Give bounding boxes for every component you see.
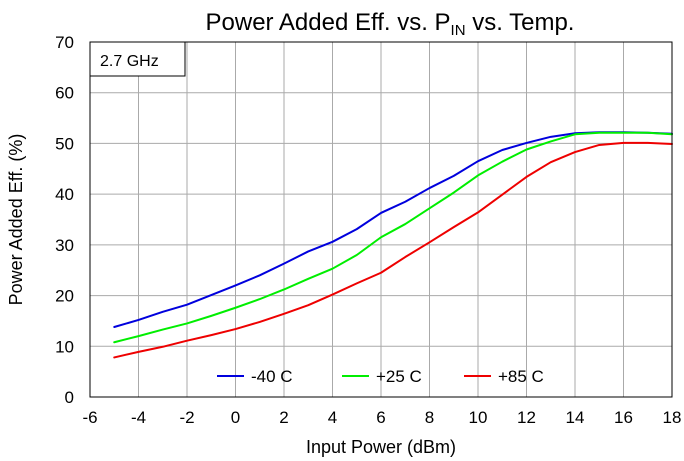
y-axis-title: Power Added Eff. (%)	[6, 134, 26, 306]
x-tick-label: 12	[517, 408, 536, 427]
y-tick-label: 0	[65, 388, 74, 407]
y-tick-label: 30	[55, 236, 74, 255]
tick-labels: -6 -4 -2 0 2 4 6 8 10 12 14 16 18 0 10 20 30 40 50 60 70	[55, 33, 681, 427]
annotation-box	[89, 41, 186, 77]
plot-frame	[89, 41, 673, 398]
x-tick-label: -2	[179, 408, 194, 427]
x-tick-label: 16	[614, 408, 633, 427]
annotation-text: 2.7 GHz	[100, 53, 159, 70]
y-tick-label: 50	[55, 134, 74, 153]
chart-title: Power Added Eff. vs. PIN vs. Temp.	[206, 9, 575, 39]
x-tick-label: 8	[425, 408, 434, 427]
chart-title-end: vs. Temp.	[466, 9, 575, 36]
x-tick-label: 18	[663, 408, 682, 427]
y-tick-label: 10	[55, 337, 74, 356]
chart-title-main: Power Added Eff. vs. P	[206, 9, 451, 36]
legend-label-2: +85 C	[498, 367, 544, 386]
y-tick-label: 70	[55, 33, 74, 52]
x-tick-label: 0	[231, 408, 240, 427]
x-tick-label: 6	[376, 408, 385, 427]
chart-title-subscript: IN	[451, 22, 466, 39]
legend: -40 C +25 C +85 C	[217, 367, 544, 386]
x-tick-label: 14	[566, 408, 585, 427]
x-axis-title: Input Power (dBm)	[306, 437, 456, 457]
legend-label-1: +25 C	[376, 367, 422, 386]
x-tick-label: -6	[82, 408, 97, 427]
x-tick-label: -4	[131, 408, 146, 427]
series-layer	[113, 131, 673, 359]
x-tick-label: 10	[469, 408, 488, 427]
y-tick-label: 60	[55, 84, 74, 103]
x-tick-label: 4	[328, 408, 337, 427]
grid	[90, 42, 672, 397]
series-line-1	[113, 131, 673, 344]
legend-label-0: -40 C	[251, 367, 293, 386]
x-tick-label: 2	[279, 408, 288, 427]
y-tick-label: 20	[55, 287, 74, 306]
y-tick-label: 40	[55, 185, 74, 204]
series-line-2	[113, 141, 673, 359]
